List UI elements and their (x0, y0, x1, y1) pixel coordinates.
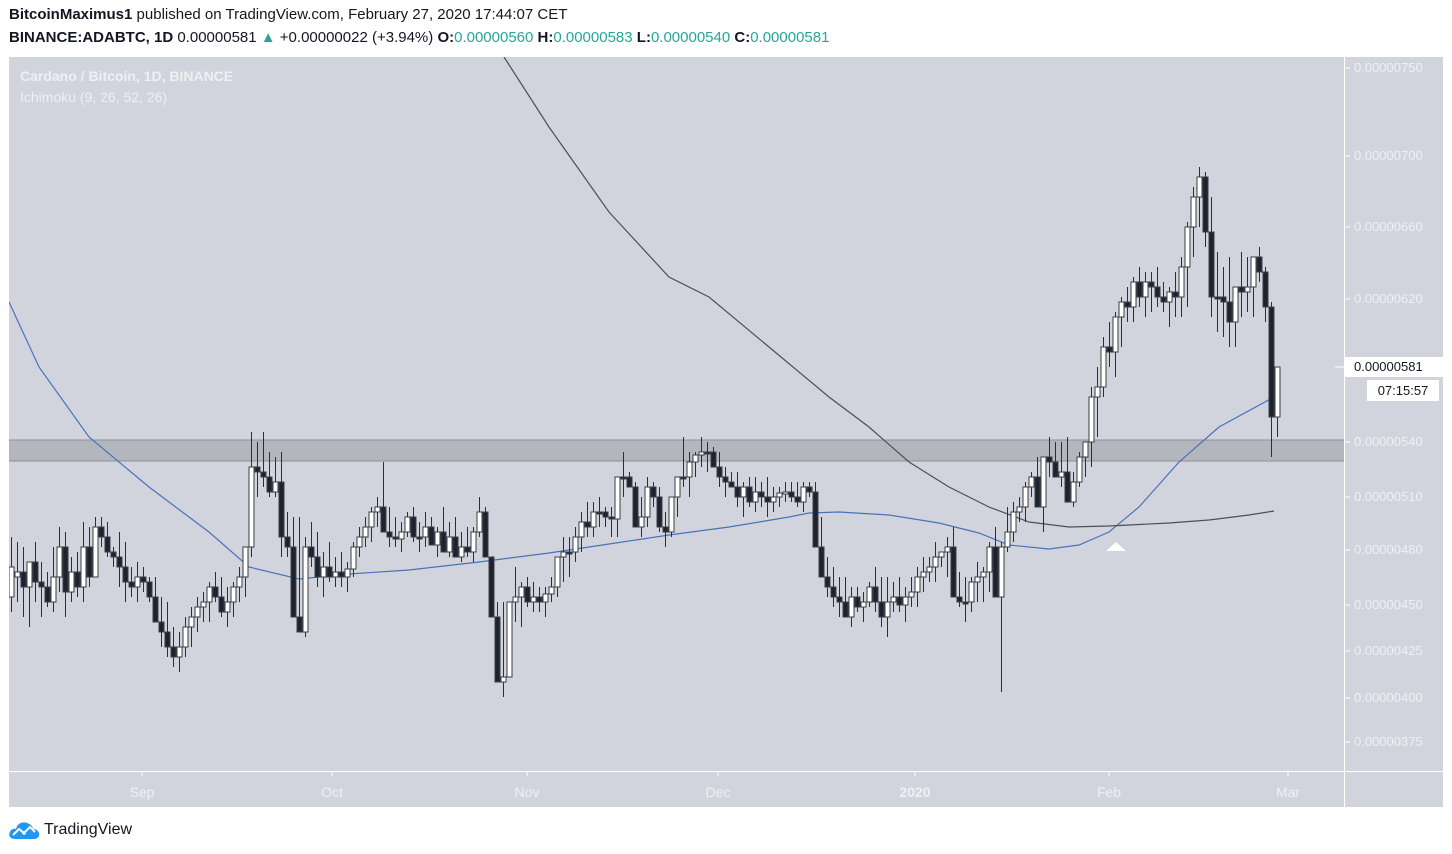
price-axis-label: 0.00000425 (1354, 643, 1423, 658)
low-label: L: (636, 29, 651, 46)
author-name[interactable]: BitcoinMaximus1 (9, 6, 133, 23)
low-value: 0.00000540 (650, 29, 731, 46)
price-axis-label: 0.00000620 (1354, 291, 1423, 306)
time-axis-label: Dec (705, 784, 731, 800)
chart-legend-title[interactable]: Cardano / Bitcoin, 1D, BINANCE (20, 68, 234, 84)
price-axis-label: 0.00000660 (1354, 219, 1423, 234)
footer-brand[interactable]: TradingView (8, 820, 132, 840)
time-axis-label: Mar (1275, 784, 1301, 800)
price-axis-label: 0.00000540 (1354, 434, 1423, 449)
ohlc-header: BINANCE:ADABTC, 1D 0.00000581 ▲ +0.00000… (9, 29, 829, 46)
current-price-label: 0.00000581 (1344, 357, 1443, 377)
open-value: 0.00000560 (454, 29, 534, 46)
time-ticks (141, 771, 1289, 776)
time-axis-label: Feb (1096, 784, 1122, 800)
price-ticks (1344, 67, 1350, 743)
brand-name: TradingView (44, 821, 133, 838)
candles (9, 167, 1281, 697)
bar-countdown: 07:15:57 (1367, 380, 1439, 401)
time-axis-label: Nov (514, 784, 540, 800)
last-price: 0.00000581 (177, 29, 257, 46)
price-axis-label: 0.00000400 (1354, 690, 1423, 705)
price-axis-label: 0.00000510 (1354, 489, 1423, 504)
time-axis-label: Oct (321, 784, 343, 800)
price-axis-label: 0.00000450 (1354, 597, 1423, 612)
support-zone (9, 440, 1344, 461)
indicator-legend[interactable]: Ichimoku (9, 26, 52, 26) (20, 89, 168, 105)
time-axis-label: 2020 (899, 784, 931, 800)
publish-info: BitcoinMaximus1 published on TradingView… (9, 6, 567, 23)
indicator-lines (9, 57, 1275, 580)
chart-canvas[interactable] (9, 57, 1443, 807)
symbol-label: BINANCE:ADABTC, 1D (9, 29, 174, 46)
close-label: C: (734, 29, 751, 46)
change-value: +0.00000022 (+3.94%) (279, 29, 434, 46)
tradingview-cloud-icon (9, 822, 40, 839)
price-axis-label: 0.00000480 (1354, 542, 1423, 557)
price-axis-label: 0.00000700 (1354, 148, 1423, 163)
price-axis-label: 0.00000375 (1354, 734, 1423, 749)
time-axis-label: Sep (129, 784, 155, 800)
chart-area[interactable]: Cardano / Bitcoin, 1D, BINANCE Ichimoku … (9, 57, 1443, 807)
open-label: O: (437, 29, 455, 46)
triangle-up-marker (1106, 542, 1126, 551)
price-axis-label: 0.00000750 (1354, 60, 1423, 75)
published-text: published on TradingView.com, February 2… (132, 6, 568, 23)
high-label: H: (537, 29, 554, 46)
high-value: 0.00000583 (553, 29, 633, 46)
close-value: 0.00000581 (750, 29, 830, 46)
triangle-up-icon: ▲ (260, 29, 276, 46)
